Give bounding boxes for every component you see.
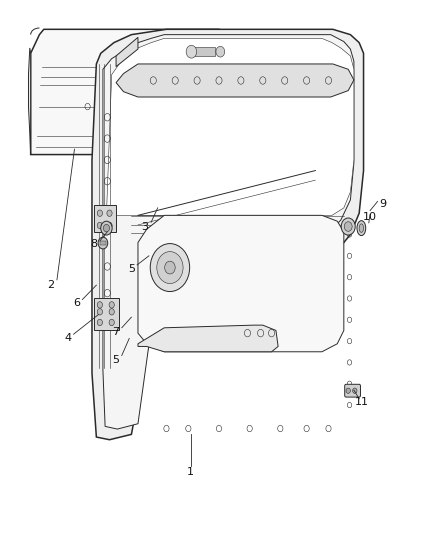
- Text: 9: 9: [380, 199, 387, 208]
- Polygon shape: [28, 48, 31, 155]
- Circle shape: [109, 302, 114, 308]
- Polygon shape: [193, 47, 215, 56]
- Circle shape: [353, 388, 357, 393]
- Circle shape: [341, 218, 355, 235]
- Polygon shape: [94, 298, 119, 330]
- Circle shape: [186, 45, 197, 58]
- Circle shape: [97, 210, 102, 216]
- Polygon shape: [138, 215, 344, 352]
- Circle shape: [346, 388, 350, 393]
- Circle shape: [97, 222, 102, 229]
- Circle shape: [103, 224, 110, 232]
- Text: 3: 3: [141, 222, 148, 231]
- Circle shape: [98, 237, 108, 249]
- Circle shape: [97, 302, 102, 308]
- Circle shape: [101, 221, 112, 235]
- Text: 5: 5: [128, 264, 135, 274]
- Circle shape: [157, 252, 183, 284]
- Polygon shape: [100, 241, 106, 245]
- Polygon shape: [188, 42, 221, 61]
- Circle shape: [150, 244, 190, 292]
- Polygon shape: [138, 325, 278, 352]
- Text: 8: 8: [91, 239, 98, 249]
- Polygon shape: [116, 64, 354, 97]
- Circle shape: [165, 261, 175, 274]
- Text: 5: 5: [113, 355, 120, 365]
- Ellipse shape: [359, 224, 364, 232]
- Polygon shape: [94, 205, 116, 232]
- Text: 10: 10: [363, 212, 377, 222]
- Text: 11: 11: [354, 398, 368, 407]
- Polygon shape: [31, 29, 237, 155]
- Text: 1: 1: [187, 467, 194, 477]
- Text: 7: 7: [113, 327, 120, 336]
- Circle shape: [97, 319, 102, 326]
- Text: 2: 2: [47, 280, 54, 290]
- Ellipse shape: [357, 221, 366, 236]
- FancyBboxPatch shape: [345, 384, 360, 397]
- Circle shape: [107, 210, 112, 216]
- Circle shape: [109, 319, 114, 326]
- Text: 4: 4: [64, 334, 71, 343]
- Polygon shape: [106, 38, 354, 215]
- Polygon shape: [116, 37, 138, 67]
- Circle shape: [107, 222, 112, 229]
- Text: 6: 6: [73, 298, 80, 308]
- Circle shape: [109, 309, 114, 315]
- Polygon shape: [103, 35, 354, 429]
- Circle shape: [97, 309, 102, 315]
- Circle shape: [344, 222, 352, 231]
- Polygon shape: [92, 29, 364, 440]
- Circle shape: [216, 46, 225, 57]
